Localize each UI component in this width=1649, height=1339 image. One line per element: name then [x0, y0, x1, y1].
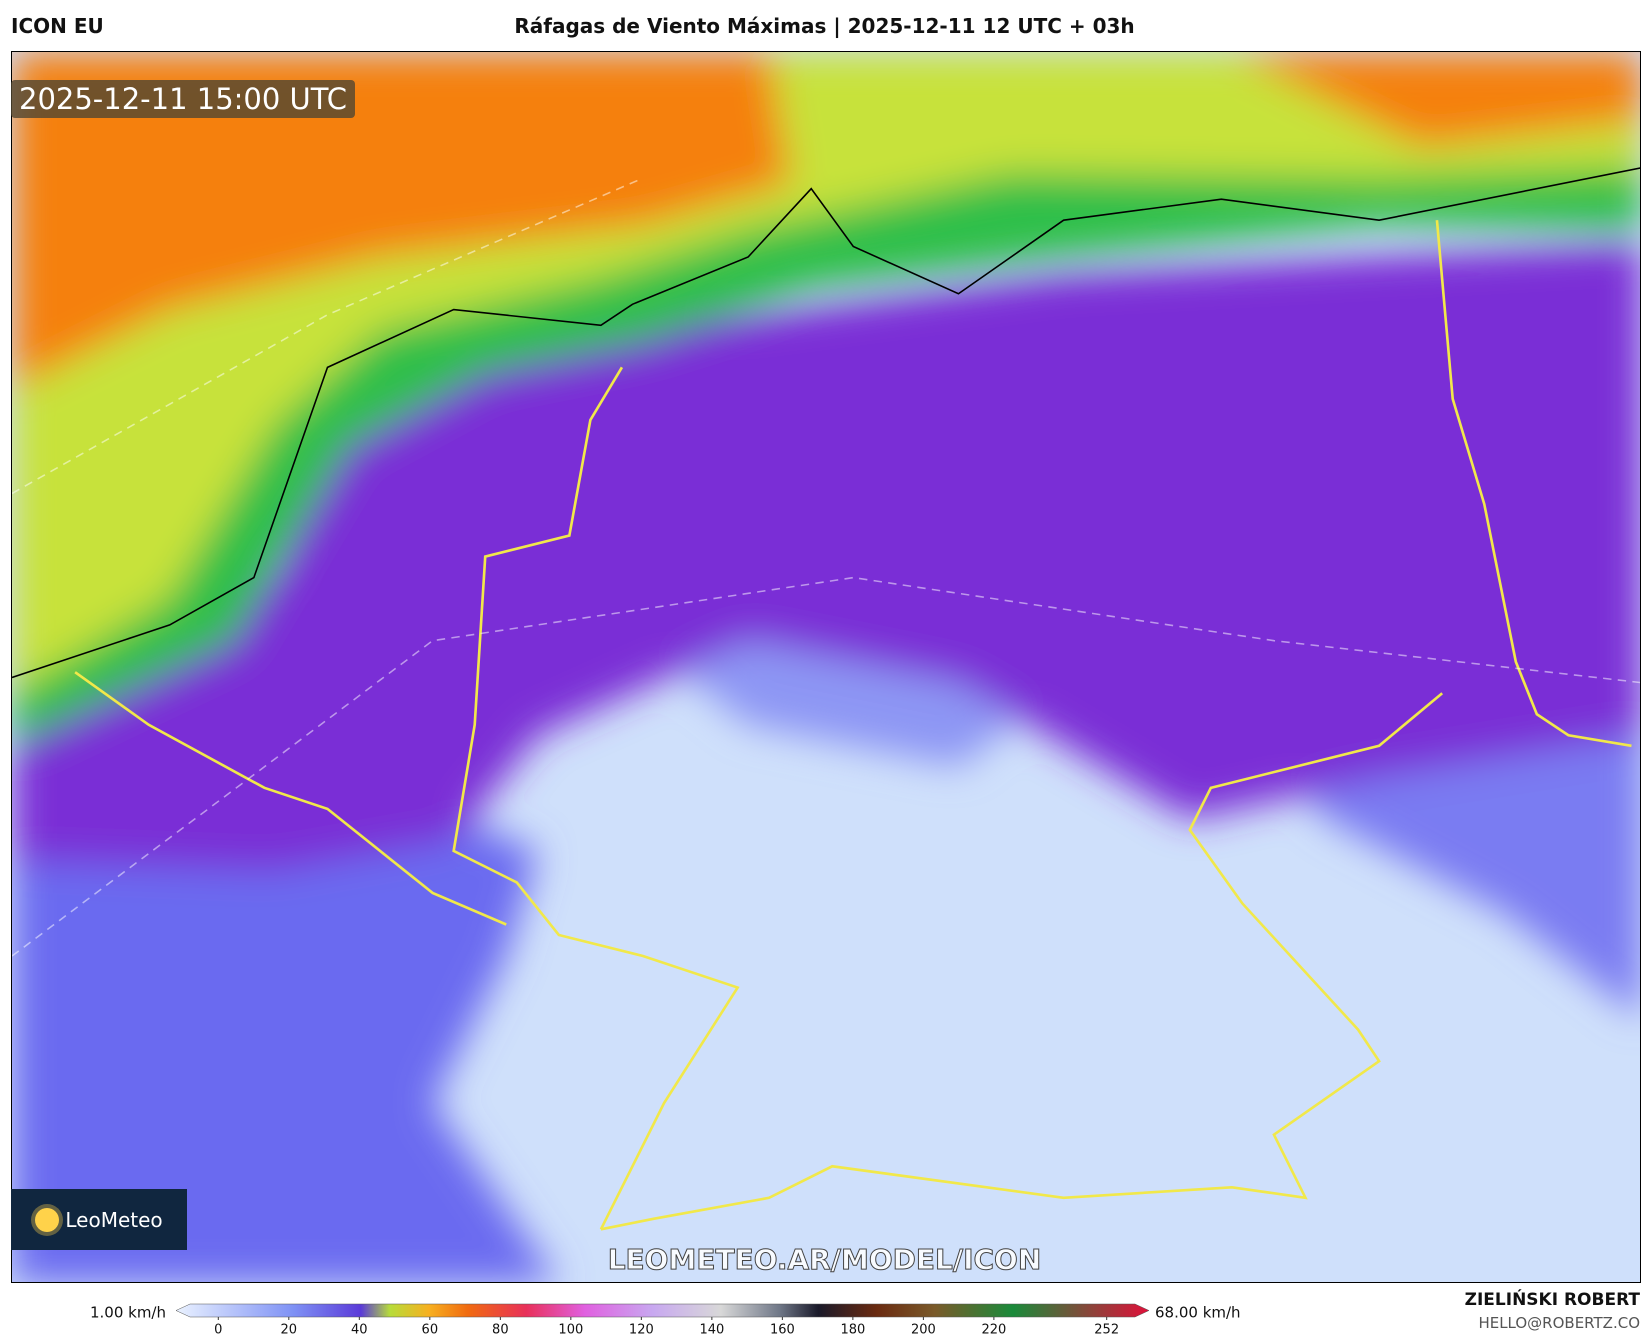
colorbar-tick-label: 220 [981, 1323, 1006, 1338]
blue-region [12, 787, 558, 1282]
map-title: Ráfagas de Viento Máximas | 2025-12-11 1… [514, 14, 1135, 38]
isobar [12, 177, 1640, 957]
map-area [11, 51, 1641, 1283]
colorbar-tick-label: 60 [422, 1323, 439, 1338]
valid-time: 2025-12-11 15:00 UTC [11, 80, 356, 118]
colorbar-max-label: 68.00 km/h [1155, 1304, 1241, 1322]
colorbar: 1.00 km/h 68.00 km/h 0 20 40 60 80 100 120 140 1… [90, 1303, 1241, 1338]
colorbar-tick-label: 160 [770, 1323, 795, 1338]
colorbar-min-label: 1.00 km/h [90, 1304, 166, 1322]
watermark: LEOMETEO.AR/MODEL/ICON [607, 1243, 1042, 1277]
colorbar-tick-label: 0 [214, 1323, 222, 1338]
orange-region [1231, 52, 1640, 147]
colorbar-tick-label: 252 [1094, 1323, 1119, 1338]
colorbar-tick-label: 80 [492, 1323, 509, 1338]
logo-icon [35, 1207, 60, 1232]
colorbar-tick-label: 40 [351, 1323, 368, 1338]
colorbar-tick-label: 200 [911, 1323, 936, 1338]
model-name: ICON EU [11, 14, 104, 38]
email: HELLO@ROBERTZ.CO [1478, 1314, 1640, 1332]
colorbar-tick-label: 140 [699, 1323, 724, 1338]
colorbar-tick-label: 100 [558, 1323, 583, 1338]
colorbar-tick-label: 20 [281, 1323, 298, 1338]
coastline [12, 167, 1640, 679]
orange-region [12, 52, 791, 389]
colorbar-tick-label: 180 [840, 1323, 865, 1338]
logo: LeoMeteo [11, 1189, 187, 1250]
wind-field [12, 52, 1640, 1282]
colorbar-bar [175, 1303, 1150, 1318]
colorbar-tick-label: 120 [629, 1323, 654, 1338]
logo-text: LeoMeteo [65, 1207, 163, 1232]
author: ZIELIŃSKI ROBERT [1464, 1290, 1640, 1310]
country-border [74, 220, 1632, 1231]
